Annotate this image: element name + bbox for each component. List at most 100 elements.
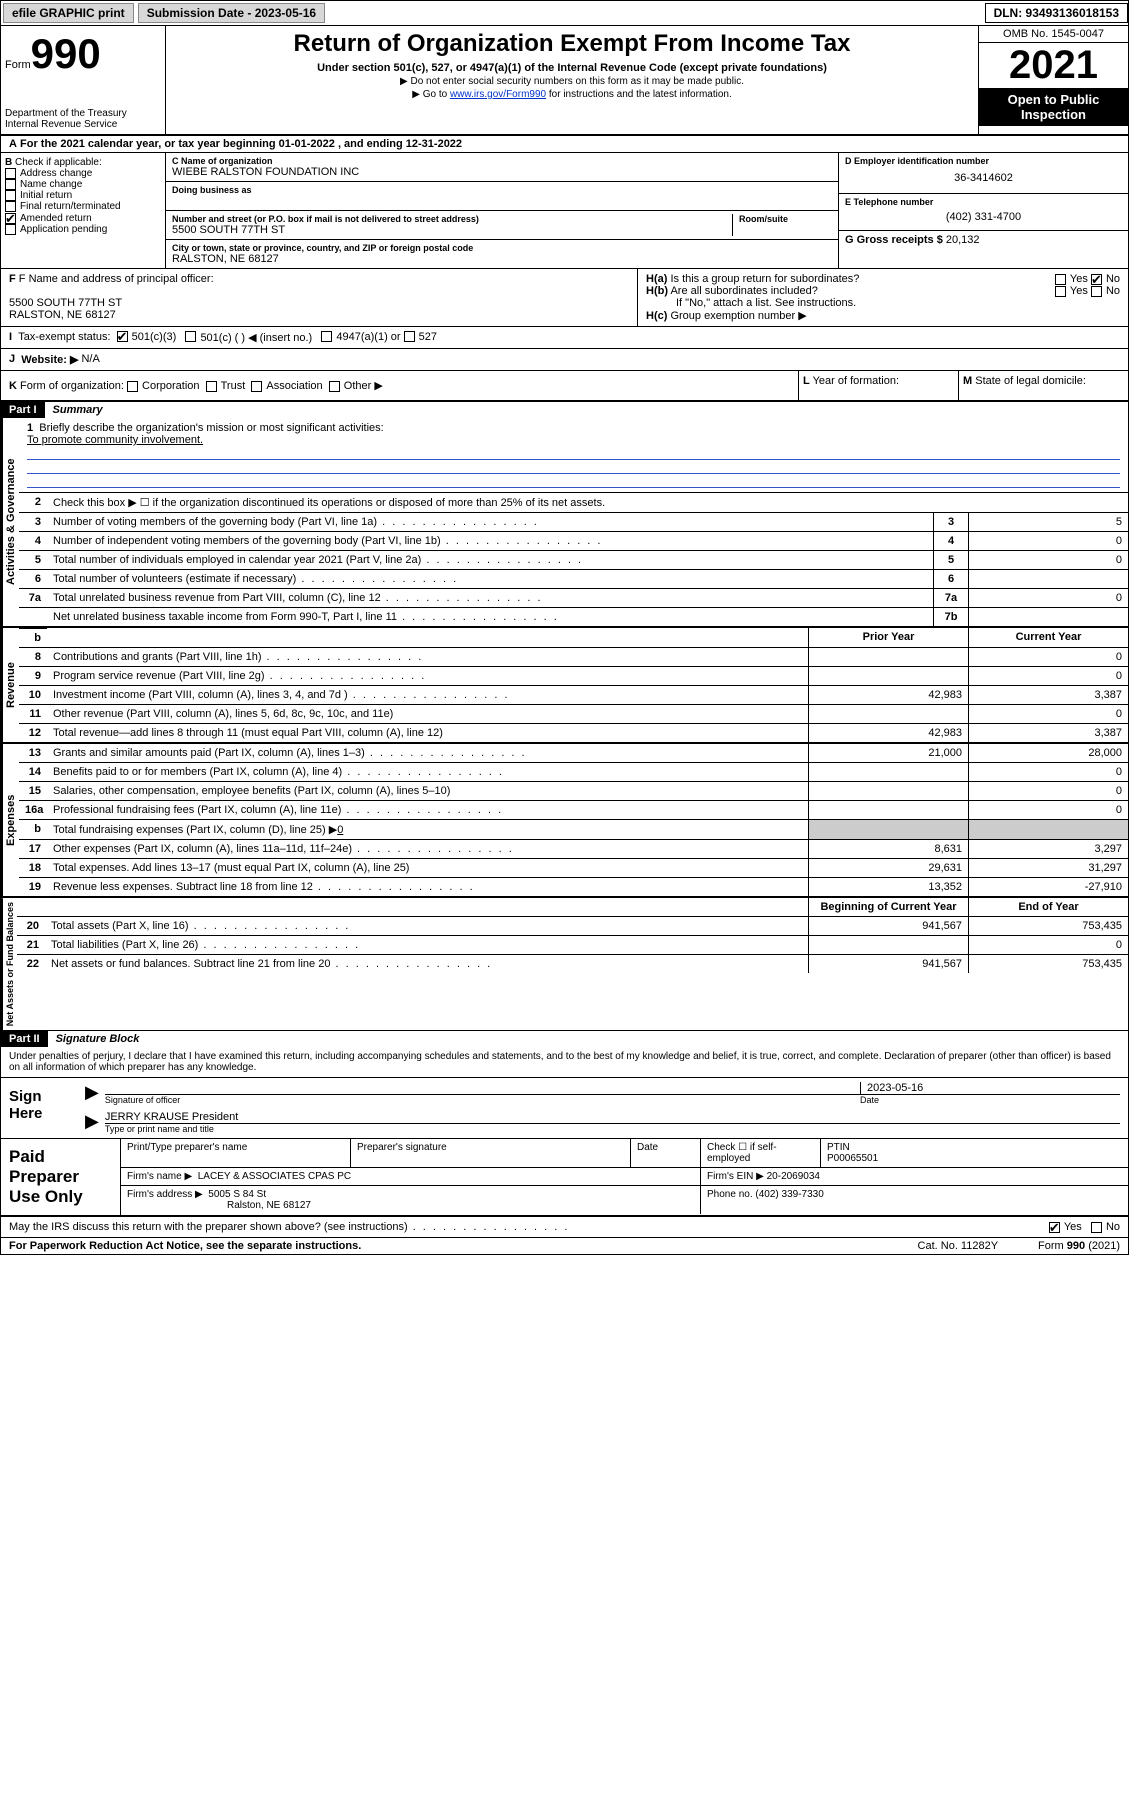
firm-value: LACEY & ASSOCIATES CPAS PC <box>198 1171 351 1182</box>
dln: DLN: 93493136018153 <box>985 3 1128 23</box>
chk-527[interactable] <box>404 331 415 342</box>
irs-label: Internal Revenue Service <box>5 119 161 130</box>
header-mid: Return of Organization Exempt From Incom… <box>166 26 978 134</box>
sig-officer-label: Signature of officer <box>105 1095 860 1105</box>
form-header: Form990 Department of the Treasury Inter… <box>1 26 1128 136</box>
r4: Number of independent voting members of … <box>47 532 933 550</box>
p22: 941,567 <box>808 955 968 973</box>
ptin-value: P00065501 <box>827 1153 1122 1164</box>
ein-label: D Employer identification number <box>845 156 1122 166</box>
signer-name-label: Type or print name and title <box>105 1124 1120 1134</box>
part1-title: Summary <box>45 402 1128 418</box>
fein-label: Firm's EIN ▶ <box>707 1171 764 1182</box>
chk-trust[interactable] <box>206 381 217 392</box>
r16a: Professional fundraising fees (Part IX, … <box>47 801 808 819</box>
r17: Other expenses (Part IX, column (A), lin… <box>47 840 808 858</box>
ha-no[interactable] <box>1091 274 1102 285</box>
form-ref: Form 990 (2021) <box>1038 1240 1120 1252</box>
officer-addr2: RALSTON, NE 68127 <box>9 309 629 321</box>
r16bv: 0 <box>337 824 343 836</box>
officer-label: F F Name and address of principal office… <box>9 273 629 285</box>
ha-yes[interactable] <box>1055 274 1066 285</box>
sign-here-block: Sign Here ▶ 2023-05-16 Signature of offi… <box>1 1078 1128 1139</box>
form-label: Form <box>5 59 31 71</box>
col-c: C Name of organization WIEBE RALSTON FOU… <box>166 153 838 268</box>
header-right: OMB No. 1545-0047 2021 Open to Public In… <box>978 26 1128 134</box>
r3: Number of voting members of the governin… <box>47 513 933 531</box>
r20: Total assets (Part X, line 16) <box>45 917 808 935</box>
r9: Program service revenue (Part VIII, line… <box>47 667 808 685</box>
chk-501c3[interactable] <box>117 331 128 342</box>
room-label: Room/suite <box>739 214 832 224</box>
summary-rev: Revenue bPrior YearCurrent Year 8Contrib… <box>1 628 1128 744</box>
v3: 5 <box>968 513 1128 531</box>
chk-amended[interactable] <box>5 213 16 224</box>
c18: 31,297 <box>968 859 1128 877</box>
v7a: 0 <box>968 589 1128 607</box>
paid-preparer-block: Paid Preparer Use Only Print/Type prepar… <box>1 1139 1128 1217</box>
r11: Other revenue (Part VIII, column (A), li… <box>47 705 808 723</box>
p13: 21,000 <box>808 744 968 762</box>
c20: 753,435 <box>968 917 1128 935</box>
cy-hdr: Current Year <box>968 628 1128 647</box>
psig-label: Preparer's signature <box>351 1139 631 1167</box>
v4: 0 <box>968 532 1128 550</box>
r22: Net assets or fund balances. Subtract li… <box>45 955 808 973</box>
r14: Benefits paid to or for members (Part IX… <box>47 763 808 781</box>
c17: 3,297 <box>968 840 1128 858</box>
v6 <box>968 570 1128 588</box>
may-no[interactable] <box>1091 1222 1102 1233</box>
street-label: Number and street (or P.O. box if mail i… <box>172 214 732 224</box>
chk-name[interactable] <box>5 179 16 190</box>
year-form-label: Year of formation: <box>813 375 899 387</box>
efile-button[interactable]: efile GRAPHIC print <box>3 3 134 23</box>
v7b <box>968 608 1128 626</box>
r18: Total expenses. Add lines 13–17 (must eq… <box>47 859 808 877</box>
submission-date: Submission Date - 2023-05-16 <box>138 3 325 23</box>
ha-label: Is this a group return for subordinates? <box>670 273 859 285</box>
q1-label: Briefly describe the organization's miss… <box>39 422 383 434</box>
p19: 13,352 <box>808 878 968 896</box>
fein-value: 20-2069034 <box>767 1171 820 1182</box>
hc-label: Group exemption number ▶ <box>670 310 806 322</box>
hb-no[interactable] <box>1091 286 1102 297</box>
omb-number: OMB No. 1545-0047 <box>979 26 1128 43</box>
chk-initial[interactable] <box>5 190 16 201</box>
mission-text: To promote community involvement. <box>27 434 1120 446</box>
chk-address[interactable] <box>5 168 16 179</box>
chk-501c[interactable] <box>185 331 196 342</box>
phone-value: (402) 331-4700 <box>845 207 1122 227</box>
chk-app[interactable] <box>5 224 16 235</box>
p10: 42,983 <box>808 686 968 704</box>
bcy-hdr: Beginning of Current Year <box>808 898 968 916</box>
pphone-label: Phone no. <box>707 1189 753 1200</box>
chk-other[interactable] <box>329 381 340 392</box>
may-irs-label: May the IRS discuss this return with the… <box>9 1221 569 1233</box>
gross-value: 20,132 <box>946 234 980 246</box>
c14: 0 <box>968 763 1128 781</box>
may-yes[interactable] <box>1049 1222 1060 1233</box>
paid-preparer-label: Paid Preparer Use Only <box>1 1139 121 1215</box>
r7b: Net unrelated business taxable income fr… <box>47 608 933 626</box>
r21: Total liabilities (Part X, line 26) <box>45 936 808 954</box>
c21: 0 <box>968 936 1128 954</box>
chk-corp[interactable] <box>127 381 138 392</box>
arrow-icon: ▶ <box>85 1082 99 1105</box>
c8: 0 <box>968 648 1128 666</box>
c19: -27,910 <box>968 878 1128 896</box>
r12: Total revenue—add lines 8 through 11 (mu… <box>47 724 808 742</box>
tax-year: 2021 <box>979 43 1128 88</box>
chk-4947[interactable] <box>321 331 332 342</box>
form-note1: ▶ Do not enter social security numbers o… <box>170 76 974 87</box>
irs-link[interactable]: www.irs.gov/Form990 <box>450 89 546 100</box>
pphone-value: (402) 339-7330 <box>755 1189 823 1200</box>
cat-no: Cat. No. 11282Y <box>918 1240 999 1252</box>
p9 <box>808 667 968 685</box>
hb-yes[interactable] <box>1055 286 1066 297</box>
open-public: Open to Public Inspection <box>979 88 1128 126</box>
hb-note: If "No," attach a list. See instructions… <box>646 297 1120 309</box>
c9: 0 <box>968 667 1128 685</box>
org-name-label: C Name of organization <box>172 156 832 166</box>
chk-assoc[interactable] <box>251 381 262 392</box>
street-value: 5500 SOUTH 77TH ST <box>172 224 732 236</box>
